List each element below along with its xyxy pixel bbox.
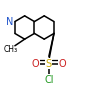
Text: N: N (6, 17, 13, 27)
Text: Cl: Cl (44, 75, 54, 85)
Text: S: S (46, 59, 52, 69)
Text: O: O (58, 59, 66, 69)
Text: O: O (32, 59, 40, 69)
Text: CH₃: CH₃ (4, 45, 18, 54)
